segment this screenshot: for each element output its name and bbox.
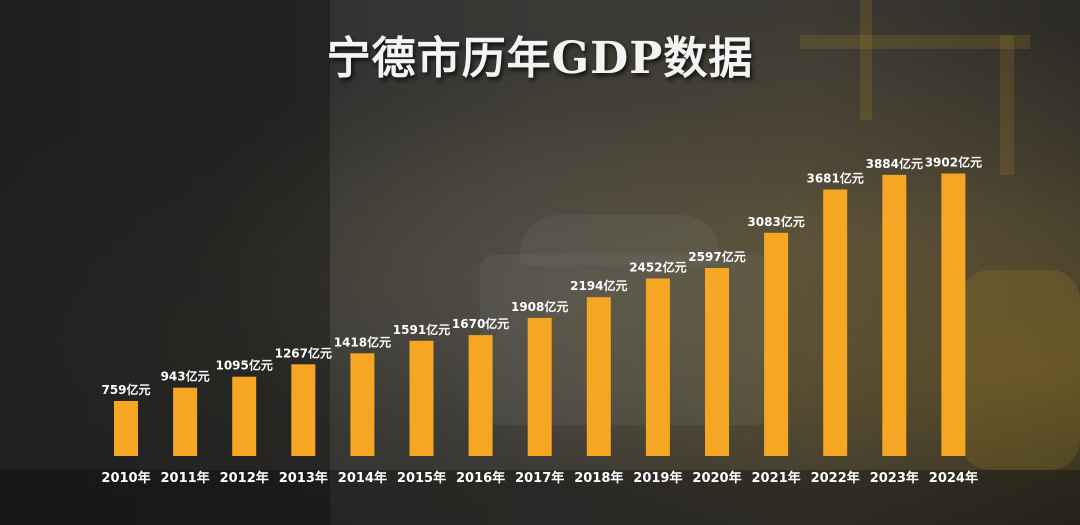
data-label: 1908亿元 [511,299,568,314]
data-label: 1418亿元 [334,334,391,349]
bar-2019年 [645,278,670,456]
x-tick-label: 2020年 [692,470,741,486]
x-tick-label: 2014年 [338,470,387,486]
bars-group [114,173,966,457]
x-tick-label: 2021年 [752,470,801,486]
bar-2018年 [586,297,611,456]
bar-2017年 [527,317,552,456]
bar-2013年 [291,364,316,456]
data-label: 3083亿元 [747,214,804,229]
data-label: 1267亿元 [275,345,332,360]
chart-title: 宁德市历年GDP数据 [326,33,754,84]
bar-2012年 [232,376,257,456]
bar-2010年 [114,401,138,456]
bar-2016年 [468,335,493,456]
x-tick-label: 2010年 [101,470,150,486]
x-tick-label: 2017年 [515,470,564,486]
x-tick-label: 2023年 [870,470,919,486]
bar-2021年 [764,232,789,456]
bar-2023年 [882,174,907,457]
x-tick-label: 2019年 [633,470,682,486]
bar-2024年 [941,173,966,456]
bar-2011年 [173,387,198,456]
data-label: 2194亿元 [570,278,627,293]
data-label: 759亿元 [101,382,150,397]
x-tick-labels-group: 2010年 2011年 2012年 2013年 2014年 2015年 2016年 2017年… [101,470,978,486]
bar-2022年 [823,189,848,456]
data-label: 943亿元 [161,369,210,384]
bar-2020年 [705,268,729,456]
x-tick-label: 2024年 [929,470,978,486]
data-label: 1670亿元 [452,316,509,331]
data-label: 3681亿元 [806,171,863,186]
data-label: 1095亿元 [215,358,272,373]
x-tick-label: 2015年 [397,470,446,486]
data-label: 3902亿元 [925,155,982,170]
x-tick-label: 2012年 [220,470,269,486]
data-label: 1591亿元 [393,322,450,337]
x-tick-label: 2018年 [574,470,623,486]
x-tick-label: 2016年 [456,470,505,486]
bar-2014年 [350,353,375,456]
x-tick-label: 2022年 [811,470,860,486]
data-label: 3884亿元 [866,156,923,171]
data-label: 2452亿元 [629,260,686,275]
x-tick-label: 2013年 [279,470,328,486]
bar-2015年 [409,340,434,456]
x-tick-label: 2011年 [161,470,210,486]
data-label: 2597亿元 [688,249,745,264]
